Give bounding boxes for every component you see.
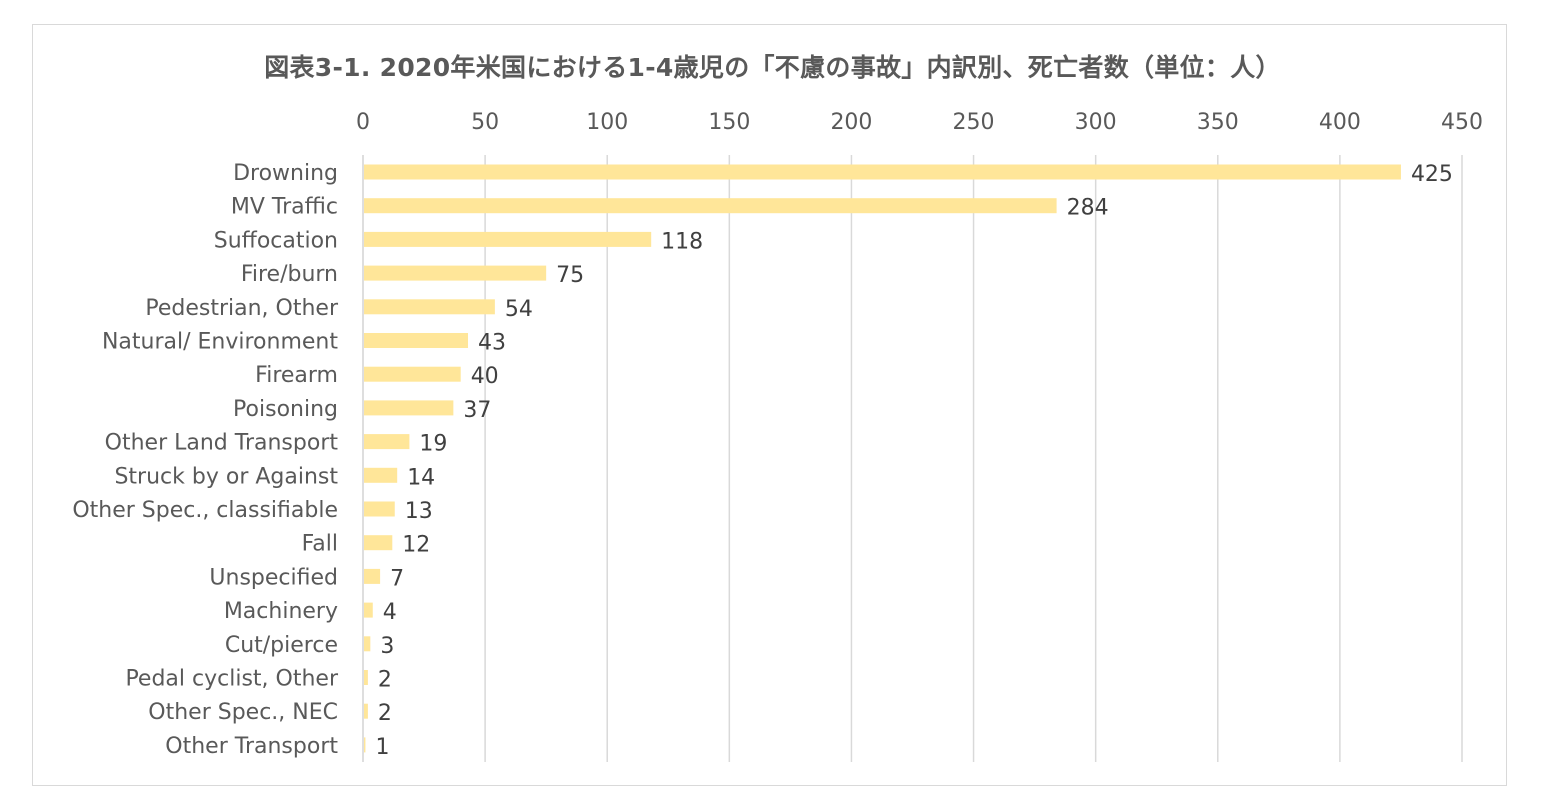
category-label: Poisoning bbox=[233, 397, 338, 422]
x-tick-label: 250 bbox=[953, 110, 995, 135]
category-label: Natural/ Environment bbox=[102, 330, 338, 355]
category-label: MV Traffic bbox=[231, 195, 338, 220]
data-label: 37 bbox=[463, 398, 491, 423]
chart-title: 図表3-1. 2020年米国における1-4歳児の「不慮の事故」内訳別、死亡者数（… bbox=[264, 53, 1281, 82]
category-label: Struck by or Against bbox=[114, 464, 338, 489]
category-label: Suffocation bbox=[214, 228, 338, 253]
bars bbox=[364, 164, 1401, 753]
category-label: Other Spec., classifiable bbox=[72, 498, 338, 523]
category-label: Pedestrian, Other bbox=[145, 296, 339, 321]
bar bbox=[364, 333, 469, 348]
bar bbox=[364, 366, 461, 382]
x-axis-ticks: 0 50 100 150 200 250 300 350 400 450 bbox=[356, 110, 1483, 135]
x-tick-label: 300 bbox=[1075, 110, 1117, 135]
data-label: 1 bbox=[375, 735, 389, 760]
bar bbox=[364, 299, 495, 315]
x-tick-label: 350 bbox=[1197, 110, 1239, 135]
data-label: 118 bbox=[661, 229, 703, 254]
data-label: 2 bbox=[378, 668, 392, 693]
data-label: 13 bbox=[405, 499, 433, 524]
data-label: 14 bbox=[407, 465, 435, 490]
category-axis: Drowning MV Traffic Suffocation Fire/burn Pe… bbox=[72, 155, 364, 762]
x-tick-label: 150 bbox=[708, 110, 750, 135]
data-label: 284 bbox=[1067, 196, 1109, 221]
category-label: Cut/pierce bbox=[225, 633, 338, 658]
category-label: Machinery bbox=[224, 599, 338, 624]
data-label: 425 bbox=[1411, 162, 1453, 187]
bar bbox=[364, 670, 368, 685]
bar bbox=[364, 198, 1057, 214]
data-label: 40 bbox=[471, 364, 499, 389]
data-label: 3 bbox=[380, 634, 394, 659]
data-label: 19 bbox=[419, 432, 447, 457]
x-tick-label: 400 bbox=[1319, 110, 1361, 135]
category-label: Fire/burn bbox=[241, 262, 338, 287]
category-label: Fall bbox=[302, 532, 338, 557]
x-tick-label: 200 bbox=[830, 110, 872, 135]
data-label: 43 bbox=[478, 331, 506, 356]
bar bbox=[364, 501, 395, 517]
data-label: 12 bbox=[402, 533, 430, 558]
data-label: 2 bbox=[378, 701, 392, 726]
bar bbox=[364, 265, 547, 281]
category-label: Other Land Transport bbox=[105, 431, 339, 456]
bar bbox=[364, 568, 381, 584]
category-label: Firearm bbox=[255, 363, 338, 388]
bar bbox=[364, 602, 373, 618]
category-label: Drowning bbox=[233, 161, 338, 186]
bar bbox=[364, 400, 454, 416]
x-tick-label: 0 bbox=[356, 110, 370, 135]
category-label: Other Transport bbox=[165, 734, 338, 759]
bar bbox=[364, 434, 410, 450]
bar bbox=[364, 467, 398, 483]
data-label: 7 bbox=[390, 566, 404, 591]
data-label: 4 bbox=[383, 600, 397, 625]
category-label: Unspecified bbox=[209, 565, 338, 590]
data-label: 75 bbox=[556, 263, 584, 288]
category-label: Other Spec., NEC bbox=[148, 700, 338, 725]
bar bbox=[364, 231, 652, 247]
x-tick-label: 50 bbox=[471, 110, 499, 135]
gridlines bbox=[362, 155, 1463, 762]
bar bbox=[364, 703, 368, 719]
bar bbox=[364, 164, 1401, 180]
x-tick-label: 100 bbox=[586, 110, 628, 135]
chart-frame bbox=[32, 24, 1507, 786]
bar bbox=[364, 737, 366, 753]
bar bbox=[364, 535, 393, 551]
x-tick-label: 450 bbox=[1441, 110, 1483, 135]
category-label: Pedal cyclist, Other bbox=[125, 667, 339, 692]
bar bbox=[364, 636, 371, 652]
data-label: 54 bbox=[505, 297, 533, 322]
